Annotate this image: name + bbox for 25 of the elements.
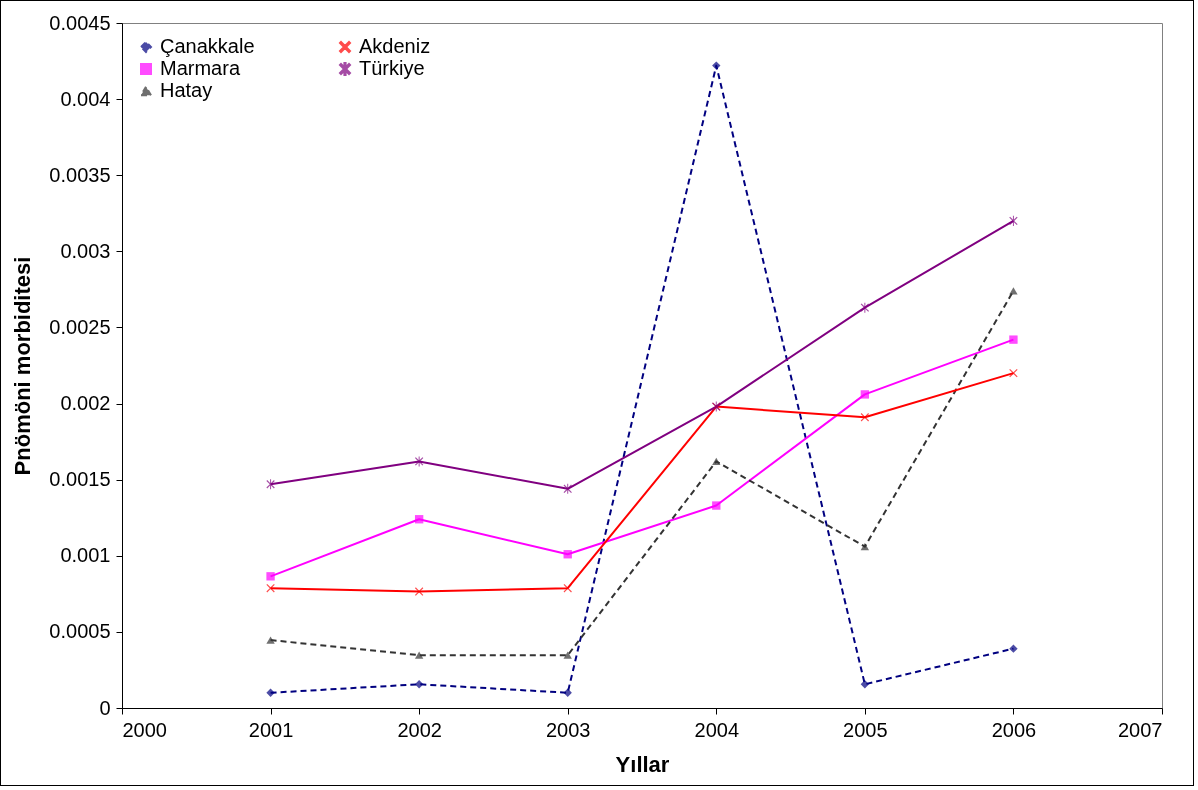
x-tick-label: 2004 bbox=[694, 718, 740, 741]
y-tick-label: 0.0025 bbox=[49, 315, 111, 338]
x-tick-label: 2000 bbox=[122, 718, 167, 741]
y-tick-label: 0 bbox=[99, 696, 111, 719]
y-axis-title: Pnömöni morbiditesi bbox=[10, 256, 36, 476]
x-axis-title: Yıllar bbox=[615, 751, 670, 777]
y-tick-label: 0.0005 bbox=[49, 620, 111, 643]
y-tick-label: 0.002 bbox=[60, 392, 111, 415]
x-tick-label: 2001 bbox=[248, 718, 294, 741]
legend-label: Türkiye bbox=[359, 57, 425, 79]
legend-label: Marmara bbox=[160, 57, 241, 79]
x-tick-label: 2006 bbox=[991, 718, 1037, 741]
x-tick-label: 2005 bbox=[843, 718, 888, 741]
x-tick-label: 2002 bbox=[397, 718, 442, 741]
y-tick-label: 0.0035 bbox=[49, 163, 111, 186]
y-tick-label: 0.001 bbox=[60, 544, 111, 567]
y-tick-label: 0.0015 bbox=[49, 468, 111, 491]
legend-label: Çanakkale bbox=[160, 35, 255, 57]
y-tick-label: 0.004 bbox=[60, 87, 111, 110]
y-tick-label: 0.003 bbox=[60, 239, 111, 262]
x-tick-label: 2007 bbox=[1118, 718, 1163, 741]
legend-label: Akdeniz bbox=[359, 35, 431, 57]
y-tick-label: 0.0045 bbox=[49, 11, 111, 34]
legend-label: Hatay bbox=[160, 79, 213, 101]
x-tick-label: 2003 bbox=[545, 718, 591, 741]
